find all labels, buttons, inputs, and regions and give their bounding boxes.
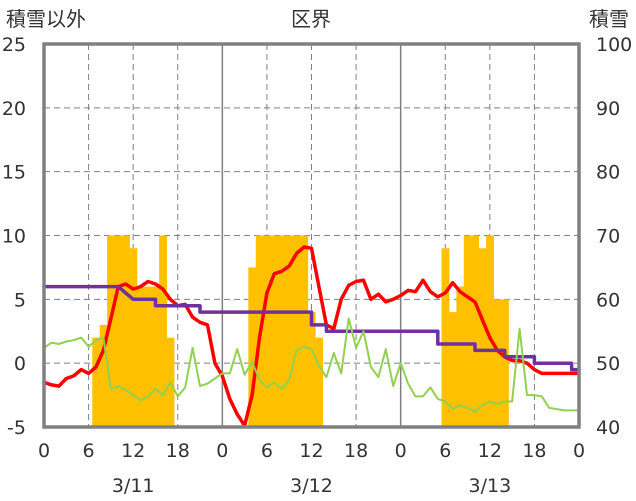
left-tick-label: 0	[14, 353, 26, 375]
right-tick-label: 70	[596, 226, 620, 248]
x-tick-label: 6	[261, 440, 273, 462]
snow-depth-bar	[285, 235, 294, 427]
snow-depth-bar	[278, 235, 286, 427]
right-tick-label: 100	[596, 34, 632, 56]
left-tick-label: 10	[2, 226, 26, 248]
right-axis-title: 積雪	[589, 7, 629, 31]
series-line	[42, 284, 581, 372]
snow-depth-bar	[300, 235, 309, 427]
snow-depth-bar	[248, 267, 257, 427]
x-tick-label: 12	[478, 440, 502, 462]
right-tick-label: 50	[596, 353, 620, 375]
snow-depth-bar	[129, 248, 138, 427]
left-tick-label: 25	[2, 34, 26, 56]
x-tick-label: 0	[38, 440, 50, 462]
snow-depth-bars	[92, 235, 509, 427]
right-tick-label: 80	[596, 162, 620, 184]
left-axis-title: 積雪以外	[6, 7, 86, 31]
snow-depth-bar	[114, 235, 123, 427]
right-tick-label: 90	[596, 98, 620, 120]
snow-depth-bar	[270, 235, 279, 427]
snow-depth-bar	[315, 337, 324, 427]
snow-depth-bar	[263, 235, 272, 427]
snow-depth-bar	[92, 337, 101, 427]
snow-depth-bar	[500, 299, 509, 427]
snow-depth-bar	[292, 235, 301, 427]
x-tick-label: 18	[522, 440, 546, 462]
x-tick-label: 0	[395, 440, 407, 462]
snow-depth-bar	[478, 248, 487, 427]
snow-depth-bar	[448, 312, 457, 427]
snow-depth-bar	[144, 286, 153, 427]
left-tick-label: 20	[2, 98, 26, 120]
date-label: 3/11	[112, 475, 155, 497]
left-tick-label: 5	[14, 289, 26, 311]
left-tick-label: 15	[2, 162, 26, 184]
snow-depth-bar	[493, 299, 502, 427]
snow-depth-bar	[471, 235, 480, 427]
series-line	[43, 317, 580, 413]
x-tick-label: 18	[344, 440, 368, 462]
snow-depth-bar	[463, 235, 472, 427]
snow-depth-bar	[107, 235, 115, 427]
x-tick-label: 12	[121, 440, 145, 462]
x-tick-label: 0	[573, 440, 585, 462]
snow-depth-bar	[151, 286, 160, 427]
snow-depth-bar	[99, 324, 108, 427]
left-tick-label: -5	[7, 417, 26, 439]
x-tick-label: 0	[216, 440, 228, 462]
snow-depth-bar	[441, 248, 450, 427]
x-tick-label: 6	[83, 440, 95, 462]
snow-depth-bar	[307, 312, 316, 427]
series-line	[42, 245, 581, 428]
x-tick-label: 18	[166, 440, 190, 462]
data-lines	[42, 245, 581, 428]
date-label: 3/12	[290, 475, 333, 497]
date-label: 3/13	[468, 475, 511, 497]
right-tick-label: 40	[596, 417, 620, 439]
x-tick-label: 12	[299, 440, 323, 462]
right-tick-label: 60	[596, 289, 620, 311]
snow-depth-bar	[486, 235, 494, 427]
chart-title: 区界	[291, 7, 331, 31]
snow-depth-bar	[456, 286, 465, 427]
snow-depth-bar	[122, 235, 130, 427]
plot-frame	[42, 42, 581, 429]
x-tick-label: 6	[439, 440, 451, 462]
snow-depth-bar	[136, 286, 145, 427]
snow-depth-bar	[159, 235, 168, 427]
